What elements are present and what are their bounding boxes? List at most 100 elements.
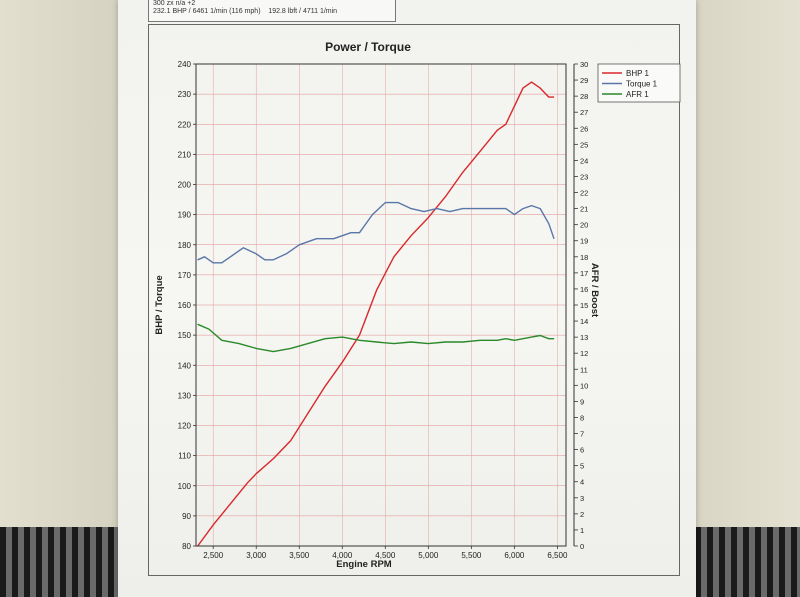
- y-right-tick-label: 13: [580, 333, 588, 342]
- data-point-torque-1: [273, 259, 274, 261]
- data-point-bhp-1: [290, 440, 292, 441]
- data-point-torque-1: [230, 256, 231, 258]
- legend-label: BHP 1: [626, 69, 650, 78]
- data-point-bhp-1: [496, 129, 498, 131]
- radiator-left: [0, 527, 118, 597]
- data-point-afr-1: [445, 341, 446, 343]
- data-point-bhp-1: [393, 256, 395, 258]
- axes: 8090100110120130140150160170180190200210…: [178, 60, 589, 560]
- data-point-torque-1: [221, 262, 223, 264]
- run-name: 300 zx n/a +2: [153, 0, 196, 7]
- data-point-afr-1: [522, 338, 524, 340]
- data-point-bhp-1: [273, 458, 274, 460]
- data-point-torque-1: [496, 208, 498, 210]
- data-point-afr-1: [479, 339, 481, 341]
- data-point-torque-1: [212, 262, 214, 264]
- y-left-tick-label: 100: [178, 482, 192, 491]
- data-point-torque-1: [531, 205, 532, 206]
- data-point-torque-1: [553, 238, 555, 240]
- legend-label: AFR 1: [626, 90, 649, 99]
- y-right-tick-label: 19: [580, 237, 588, 246]
- data-point-torque-1: [255, 253, 257, 255]
- y-left-tick-label: 110: [178, 452, 191, 461]
- y-right-tick-label: 5: [580, 462, 584, 471]
- y-left-tick-label: 120: [178, 422, 192, 431]
- data-point-bhp-1: [522, 87, 524, 89]
- y-axis-right-label: AFR / Boost: [589, 263, 600, 318]
- y-right-tick-label: 28: [580, 92, 588, 101]
- y-right-tick-label: 3: [580, 494, 584, 503]
- data-point-afr-1: [462, 341, 464, 343]
- data-point-afr-1: [539, 335, 541, 336]
- y-right-tick-label: 2: [580, 510, 584, 519]
- x-tick-label: 6,500: [547, 551, 568, 560]
- y-left-tick-label: 220: [178, 120, 192, 129]
- y-right-tick-label: 10: [580, 381, 588, 390]
- data-point-torque-1: [359, 232, 360, 234]
- peak-power: 232.1 BHP / 6461 1/min (116 mph): [153, 8, 261, 15]
- chart-frame: [148, 24, 680, 576]
- data-point-afr-1: [324, 338, 326, 340]
- data-point-afr-1: [393, 343, 395, 344]
- data-point-afr-1: [307, 343, 309, 344]
- data-point-bhp-1: [553, 96, 555, 98]
- y-right-tick-label: 0: [580, 542, 584, 551]
- data-point-torque-1: [397, 202, 399, 203]
- data-point-afr-1: [341, 336, 343, 338]
- data-point-afr-1: [221, 339, 223, 341]
- data-point-torque-1: [483, 208, 485, 210]
- x-tick-label: 4,500: [375, 551, 396, 560]
- data-point-torque-1: [371, 214, 373, 216]
- y-right-tick-label: 11: [580, 365, 588, 374]
- data-point-afr-1: [376, 341, 378, 343]
- y-left-tick-label: 170: [178, 271, 192, 280]
- y-right-tick-label: 17: [580, 269, 588, 278]
- data-point-torque-1: [513, 214, 515, 216]
- y-right-tick-label: 18: [580, 253, 588, 262]
- data-point-bhp-1: [410, 235, 412, 237]
- run-info-box: 300 zx n/a +2 232.1 BHP / 6461 1/min (11…: [148, 0, 396, 22]
- data-point-torque-1: [204, 256, 206, 258]
- x-axis-label: Engine RPM: [336, 559, 392, 570]
- data-point-bhp-1: [539, 87, 541, 89]
- data-point-torque-1: [449, 211, 451, 213]
- y-right-tick-label: 12: [580, 349, 588, 358]
- series-line-bhp-1: [197, 81, 554, 547]
- data-point-afr-1: [290, 347, 292, 349]
- data-point-torque-1: [462, 208, 464, 210]
- grid: [196, 64, 566, 546]
- data-point-torque-1: [264, 259, 266, 261]
- y-left-tick-label: 90: [182, 512, 191, 521]
- data-point-bhp-1: [230, 503, 231, 505]
- data-point-afr-1: [238, 343, 240, 344]
- data-point-bhp-1: [427, 217, 429, 219]
- y-left-tick-label: 150: [178, 331, 192, 340]
- data-point-torque-1: [522, 208, 524, 210]
- run-peaks: 232.1 BHP / 6461 1/min (116 mph) 192.8 l…: [153, 8, 391, 16]
- data-point-afr-1: [197, 323, 199, 325]
- background-wall-right: [690, 0, 800, 597]
- data-point-torque-1: [285, 253, 287, 255]
- data-point-torque-1: [298, 244, 300, 246]
- y-right-tick-label: 23: [580, 172, 588, 181]
- data-point-bhp-1: [341, 361, 343, 363]
- y-right-tick-label: 26: [580, 124, 588, 133]
- y-right-tick-label: 29: [580, 76, 588, 85]
- data-point-bhp-1: [505, 123, 507, 125]
- data-point-bhp-1: [324, 385, 326, 387]
- y-right-tick-label: 9: [580, 397, 584, 406]
- data-point-torque-1: [505, 208, 507, 210]
- y-left-tick-label: 190: [178, 211, 192, 220]
- y-right-tick-label: 7: [580, 430, 584, 439]
- y-left-tick-label: 200: [178, 181, 192, 190]
- y-right-tick-label: 4: [580, 478, 584, 487]
- data-point-afr-1: [255, 347, 257, 349]
- y-left-tick-label: 140: [178, 361, 192, 370]
- y-right-tick-label: 22: [580, 189, 588, 198]
- y-left-tick-label: 230: [178, 90, 192, 99]
- x-tick-label: 5,500: [461, 551, 482, 560]
- data-point-bhp-1: [445, 196, 446, 197]
- x-tick-label: 6,000: [504, 551, 525, 560]
- y-right-tick-label: 14: [580, 317, 588, 326]
